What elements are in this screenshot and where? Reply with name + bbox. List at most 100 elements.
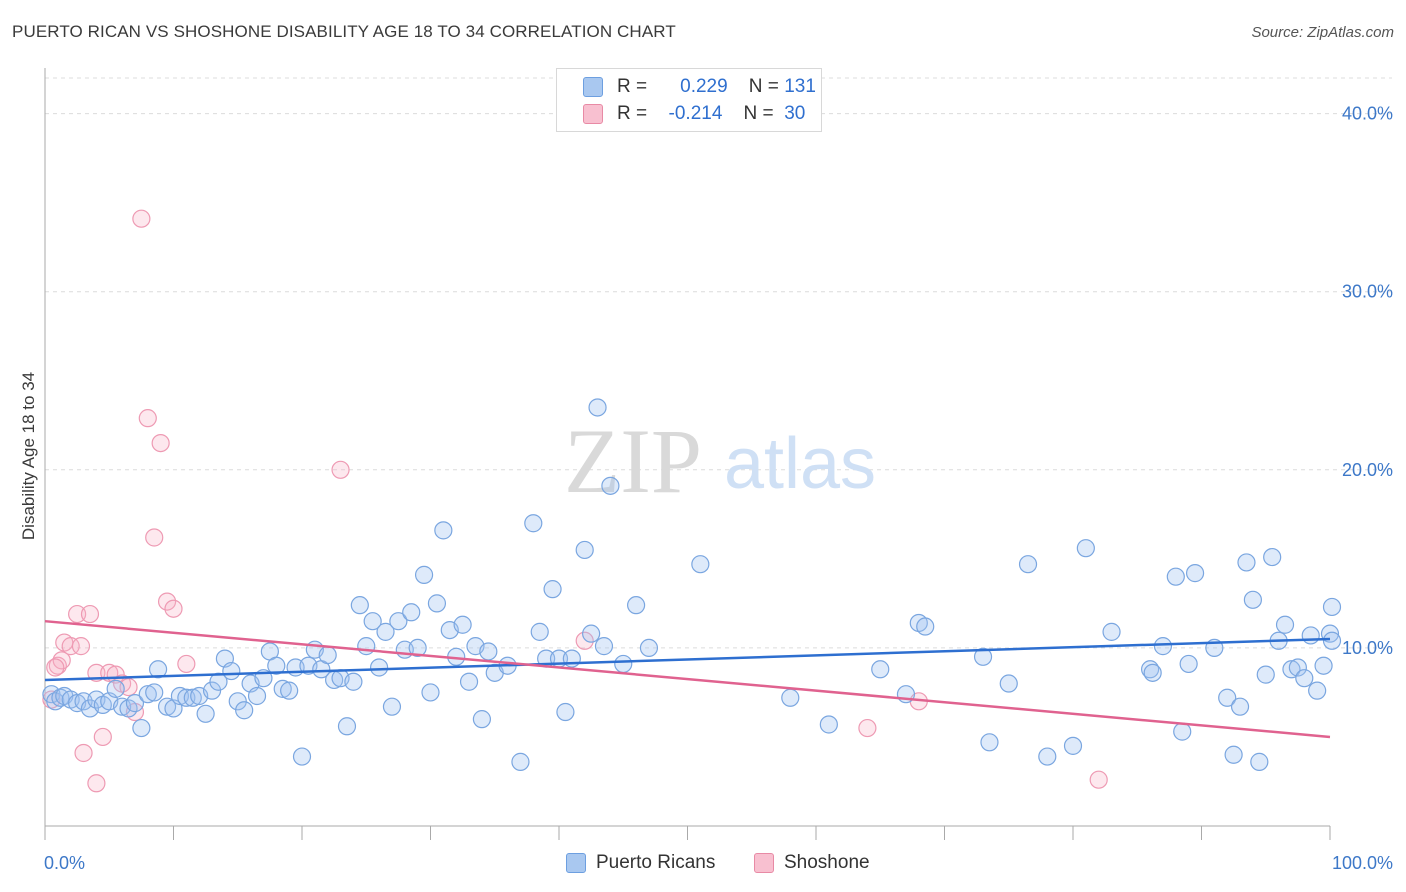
data-point [626,596,646,615]
data-point [1263,547,1282,567]
data-point [363,612,382,631]
data-point [74,743,93,763]
data-point [1301,626,1320,645]
series-name: Puerto Ricans [596,852,716,873]
data-point [61,637,80,656]
data-point [52,651,71,670]
x-tick-label-min: 0.0% [44,853,85,873]
data-point [575,540,594,560]
data-point [1237,553,1256,572]
chart-source: Source: ZipAtlas.com [1251,24,1394,41]
data-point [459,672,479,691]
data-point [427,594,447,613]
legend-r-value: 0.229 [680,76,728,97]
data-point [421,683,440,702]
data-point [1322,631,1342,650]
data-point [479,642,498,661]
data-point [1218,688,1237,707]
legend-swatch-blue [566,853,586,873]
legend-n-label: N = [748,76,779,97]
data-point [524,514,543,533]
legend-swatch-pink [583,104,603,124]
data-point [46,692,65,711]
data-point [318,645,337,665]
axis-labels: 10.0% 20.0% 30.0% 40.0% 0.0% 100.0% Disability… [19,104,1393,873]
data-point [1230,697,1250,716]
data-point [999,674,1018,693]
data-point [1295,669,1314,688]
data-point [819,715,838,734]
data-point [80,604,100,624]
data-point [1179,654,1198,674]
y-tick-label: 20.0% [1342,460,1393,480]
data-point [1038,747,1057,766]
data-point [68,604,87,624]
data-point [1256,665,1275,684]
data-point [273,679,292,698]
data-point [370,658,389,677]
data-point [157,697,177,716]
grid-lines [45,77,1392,649]
data-point [1288,658,1307,677]
trend-lines [44,619,1331,739]
y-tick-label: 10.0% [1342,638,1393,658]
data-point [588,398,607,417]
legend-n-value: 30 [784,103,806,124]
data-point [582,624,601,643]
legend-row-shoshone: R = -0.214 N = 30 [583,102,805,126]
data-point [871,660,890,679]
data-point [183,688,202,707]
data-point [1153,637,1173,656]
data-point [1250,752,1269,771]
data-point [556,702,575,722]
legend-n-value: 131 [784,76,816,97]
data-point [344,672,363,691]
data-point [858,718,877,738]
data-point [980,733,999,752]
data-point [594,637,614,656]
data-point [1173,722,1192,741]
data-point [575,631,594,650]
legend-r-label: R = [617,103,648,124]
data-point [106,679,125,698]
data-point [1185,564,1205,583]
data-point [157,592,177,611]
bottom-legend-shoshone: Shoshone [754,852,870,874]
data-point [472,710,491,729]
data-point [202,681,222,700]
data-point [280,681,299,700]
y-tick-label: 30.0% [1342,282,1393,302]
data-point [196,704,215,723]
legend-n-label: N = [743,103,774,124]
trend-line-shoshone [44,619,1331,739]
data-point [1314,656,1333,675]
watermark-zip: ZIP [564,410,702,512]
data-point [614,654,633,674]
data-point [177,654,196,674]
data-point [1282,660,1301,679]
data-point [402,603,421,622]
data-point [1143,663,1162,682]
data-point [132,209,151,228]
data-point [247,686,267,706]
data-point [453,615,472,634]
data-point [93,727,112,747]
data-point [1018,555,1038,574]
data-point [1076,539,1095,558]
data-point [408,638,427,658]
data-point [357,637,376,656]
bottom-legend-puerto-ricans: Puerto Ricans [566,852,715,874]
data-point [382,697,402,716]
data-point [138,685,157,704]
data-point [292,747,312,766]
data-point [222,661,241,681]
y-axis-label: Disability Age 18 to 34 [19,372,38,540]
stats-legend: R = 0.229 N = 131 R = -0.214 N = 30 [556,68,822,132]
legend-r-value: -0.214 [668,103,723,124]
data-point [1224,745,1243,764]
data-point [148,660,168,679]
data-point [1166,567,1185,586]
data-point [71,637,91,656]
data-point [235,701,254,720]
